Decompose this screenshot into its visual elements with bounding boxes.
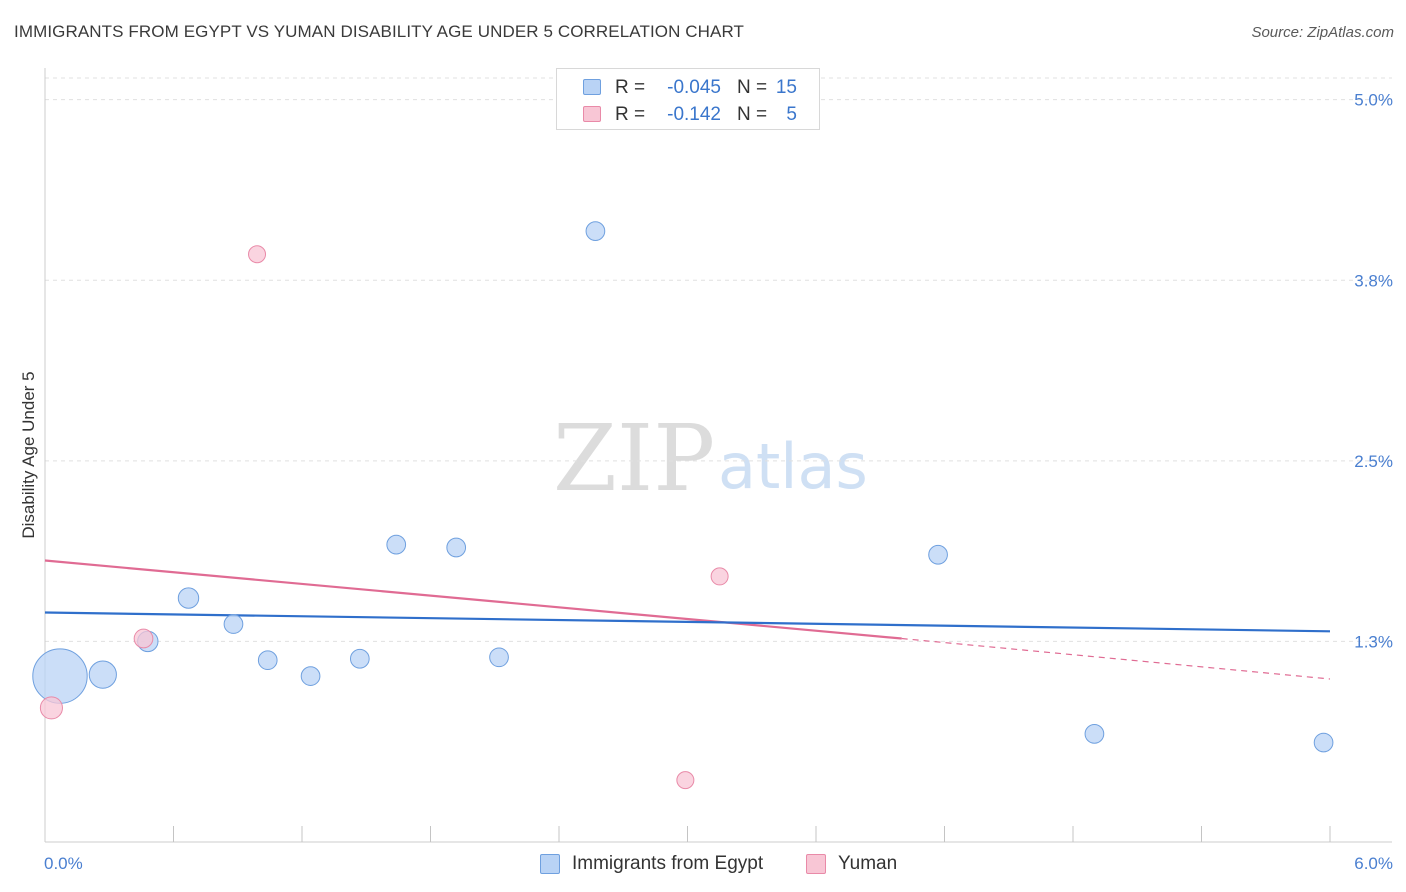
- legend-swatch-egypt: [583, 79, 601, 95]
- trend-line-yuman: [44, 559, 902, 640]
- legend-swatch-yuman: [806, 854, 826, 874]
- legend-row-egypt: R = -0.045 N = 15: [557, 74, 819, 100]
- series-legend: Immigrants from Egypt Yuman: [0, 850, 1406, 880]
- x-tick-label: 6.0%: [1354, 854, 1393, 873]
- x-tick-labels: 0.0% 6.0%: [44, 854, 1393, 873]
- legend-r-label: R =: [615, 104, 646, 125]
- trend-line-yuman-extension: [901, 637, 1331, 680]
- data-point-yuman: [248, 245, 267, 264]
- legend-n-value: 15: [775, 77, 797, 98]
- chart-title: IMMIGRANTS FROM EGYPT VS YUMAN DISABILIT…: [14, 22, 745, 41]
- data-points: [32, 221, 1334, 790]
- watermark-zip: ZIP: [553, 405, 715, 512]
- data-point-egypt: [223, 614, 244, 634]
- data-point-yuman: [39, 696, 63, 720]
- chart-source: Source: ZipAtlas.com: [1251, 24, 1394, 41]
- legend-r-value: -0.045: [667, 77, 721, 98]
- y-tick-label: 1.3%: [1354, 632, 1393, 651]
- legend-n-label: N =: [737, 77, 768, 98]
- data-point-egypt: [446, 537, 467, 558]
- data-point-egypt: [177, 587, 200, 609]
- y-tick-label: 3.8%: [1354, 271, 1393, 290]
- data-point-egypt: [585, 221, 606, 241]
- y-tick-label: 2.5%: [1354, 452, 1393, 471]
- data-point-egypt: [257, 650, 278, 671]
- legend-n-label: N =: [737, 104, 768, 125]
- legend-r-label: R =: [615, 77, 646, 98]
- x-tick-label: 0.0%: [44, 854, 83, 873]
- legend-n-value: 5: [786, 104, 797, 125]
- data-point-egypt: [1084, 724, 1105, 744]
- legend-swatch-egypt: [540, 854, 560, 874]
- y-tick-label: 5.0%: [1354, 91, 1393, 110]
- legend-label-egypt: Immigrants from Egypt: [572, 853, 764, 874]
- legend-row-yuman: R = -0.142 N = 5: [557, 101, 819, 127]
- data-point-yuman: [676, 771, 695, 790]
- data-point-egypt: [88, 660, 117, 689]
- watermark: ZIP atlas: [553, 405, 868, 512]
- data-point-yuman: [133, 628, 154, 649]
- legend-swatch-yuman: [583, 106, 601, 122]
- trend-lines: [44, 559, 1331, 680]
- data-point-egypt: [928, 544, 948, 565]
- data-point-egypt: [349, 648, 370, 669]
- watermark-atlas: atlas: [718, 430, 868, 503]
- data-point-yuman: [710, 567, 729, 586]
- data-point-egypt: [32, 648, 88, 704]
- data-point-egypt: [386, 534, 407, 555]
- stats-legend: R = -0.045 N = 15 R = -0.142 N = 5: [556, 68, 820, 130]
- trend-line-egypt: [44, 611, 1331, 633]
- data-point-egypt: [1313, 732, 1334, 753]
- gridlines: [45, 77, 1392, 642]
- data-point-egypt: [300, 666, 321, 686]
- legend-label-yuman: Yuman: [838, 853, 898, 874]
- legend-r-value: -0.142: [667, 104, 721, 125]
- y-tick-labels: 1.3% 2.5% 3.8% 5.0%: [1354, 91, 1393, 652]
- y-axis-label: Disability Age Under 5: [19, 371, 38, 538]
- data-point-egypt: [489, 647, 509, 668]
